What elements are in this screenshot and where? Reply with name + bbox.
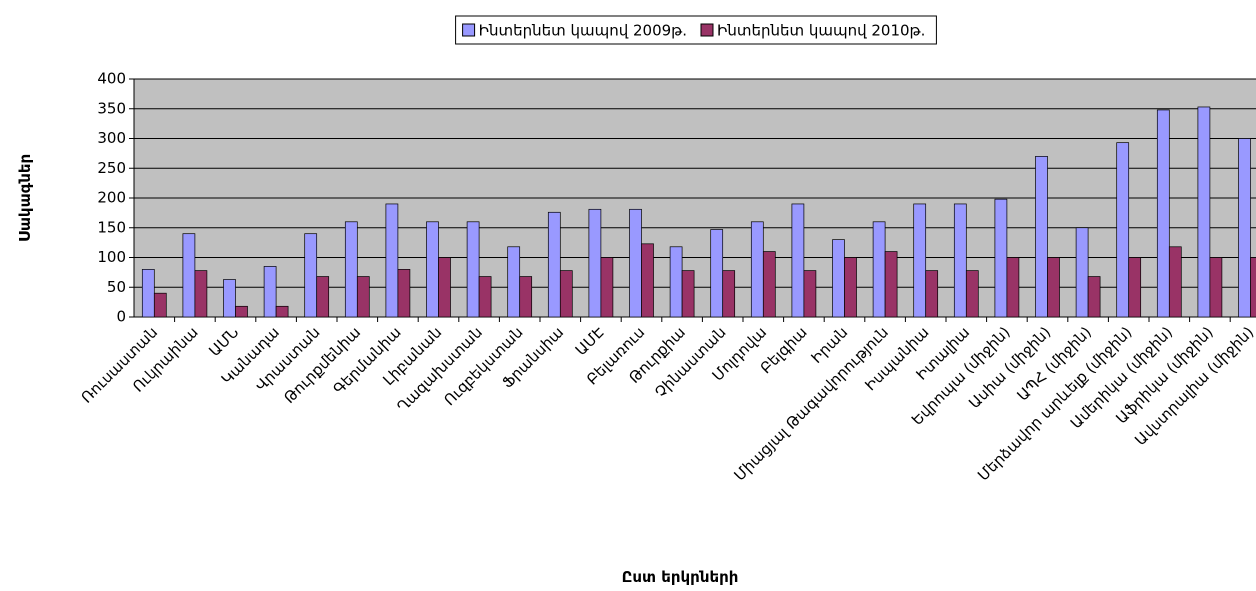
bar — [397, 269, 411, 318]
y-tick-label: 350 — [97, 99, 126, 117]
bar — [356, 276, 370, 318]
bar — [223, 279, 236, 318]
bar — [275, 305, 289, 318]
x-tick-label: ԱՄՆ — [205, 323, 242, 360]
bar — [344, 221, 358, 318]
bar — [519, 276, 533, 318]
bar — [438, 257, 451, 318]
y-axis-title: Սակագներ — [16, 154, 34, 242]
bar — [1087, 276, 1101, 318]
bar — [547, 211, 561, 318]
bar — [1128, 257, 1142, 318]
y-tick-label: 200 — [97, 189, 126, 207]
bar — [304, 233, 318, 318]
bar — [913, 203, 927, 318]
bar — [925, 270, 939, 318]
y-tick-label: 300 — [97, 129, 126, 147]
bar — [1209, 257, 1223, 318]
bar — [994, 198, 1008, 318]
bar — [844, 257, 857, 318]
bar — [141, 269, 155, 318]
bars — [141, 106, 1256, 318]
bar — [507, 246, 521, 318]
bar — [588, 208, 602, 318]
bar — [1035, 156, 1048, 318]
bar — [153, 292, 167, 318]
bar — [965, 270, 979, 318]
bar — [466, 221, 480, 318]
bar — [629, 208, 642, 318]
bar — [385, 203, 399, 318]
bar — [1250, 257, 1256, 318]
bar — [559, 270, 573, 318]
bar — [710, 229, 724, 318]
bar — [1047, 257, 1060, 318]
bar — [669, 246, 683, 318]
y-tick-label: 50 — [107, 278, 126, 296]
x-tick-label: ԱՄԷ — [572, 323, 608, 359]
bar — [1156, 109, 1170, 318]
legend-box — [455, 15, 937, 45]
x-axis-title: Ըստ երկրների — [622, 568, 739, 586]
bar — [884, 251, 898, 318]
y-tick-label: 100 — [97, 248, 126, 266]
bar — [762, 251, 776, 318]
bar — [263, 266, 277, 318]
bar — [1116, 142, 1130, 318]
bar — [1168, 246, 1182, 318]
bar — [1006, 257, 1020, 318]
bar — [600, 257, 614, 318]
legend-swatch — [700, 23, 714, 37]
bar — [750, 221, 764, 318]
y-tick-label: 0 — [116, 308, 126, 326]
bar — [681, 270, 695, 318]
legend: Ինտերնետ կապով 2009թ. Ինտերնետ կապով 2010… — [455, 15, 937, 45]
bar — [478, 276, 492, 318]
legend-label: Ինտերնետ կապով 2010թ. — [717, 22, 925, 40]
bar — [182, 233, 196, 318]
bar — [316, 276, 330, 318]
bar — [641, 243, 654, 318]
bar — [426, 221, 439, 318]
y-tick-label: 400 — [97, 70, 126, 88]
bar — [953, 203, 967, 318]
bar — [803, 270, 817, 318]
bar — [235, 305, 248, 318]
legend-label: Ինտերնետ կապով 2009թ. — [479, 22, 687, 40]
bar — [872, 221, 886, 318]
legend-swatch — [462, 23, 476, 37]
bar — [1238, 138, 1251, 318]
bar — [1075, 227, 1089, 318]
bar — [722, 270, 736, 318]
bar — [194, 270, 208, 318]
y-tick-label: 250 — [97, 159, 126, 177]
y-tick-label: 150 — [97, 218, 126, 236]
bar — [1197, 106, 1211, 318]
bar — [791, 203, 805, 318]
bar — [832, 239, 845, 318]
